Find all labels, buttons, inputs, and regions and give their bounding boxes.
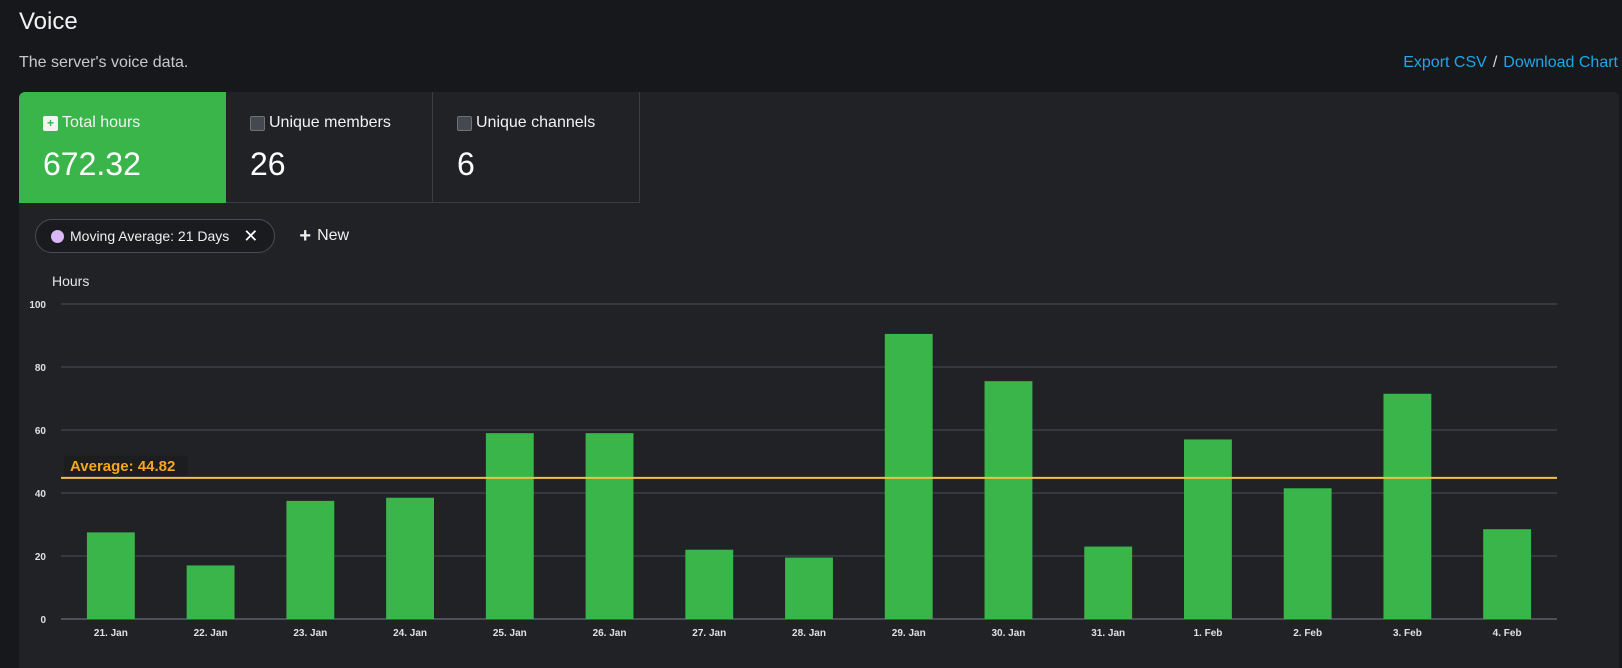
stat-value: 6 xyxy=(457,146,475,182)
bar[interactable] xyxy=(386,497,435,619)
x-tick-label: 4. Feb xyxy=(1493,628,1522,639)
bar[interactable] xyxy=(785,557,833,619)
y-tick-label: 40 xyxy=(35,489,47,500)
x-tick-label: 31. Jan xyxy=(1091,628,1125,639)
bar[interactable] xyxy=(685,549,734,619)
x-tick-label: 26. Jan xyxy=(593,628,627,639)
download-chart-link[interactable]: Download Chart xyxy=(1503,54,1618,71)
close-icon[interactable]: ✕ xyxy=(243,225,259,246)
y-axis-title: Hours xyxy=(52,273,89,289)
bar[interactable] xyxy=(1283,488,1332,619)
new-filter-button[interactable]: + New xyxy=(299,225,349,248)
bar[interactable] xyxy=(1483,529,1532,619)
y-tick-label: 100 xyxy=(29,300,46,311)
y-tick-label: 80 xyxy=(35,363,47,374)
x-tick-label: 23. Jan xyxy=(293,628,327,639)
x-tick-label: 29. Jan xyxy=(892,628,926,639)
checkbox-icon[interactable] xyxy=(457,115,472,131)
stat-label: Unique members xyxy=(269,114,391,131)
page-title: Voice xyxy=(19,8,78,35)
bar[interactable] xyxy=(1383,393,1432,619)
export-csv-link[interactable]: Export CSV xyxy=(1403,54,1487,71)
filter-bar: Moving Average: 21 Days ✕ + New xyxy=(35,219,349,253)
bar-chart: Hours 0 20 40 60 80 100 Average: 44.82 21. Ja… xyxy=(19,268,1619,668)
bar[interactable] xyxy=(286,500,335,619)
x-tick-label: 21. Jan xyxy=(94,628,128,639)
chart-panel: + Total hours 672.32 Unique members 26 U… xyxy=(19,92,1619,668)
bar[interactable] xyxy=(984,381,1033,619)
x-tick-label: 3. Feb xyxy=(1393,628,1422,639)
x-tick-label: 2. Feb xyxy=(1293,628,1322,639)
checkbox-icon[interactable] xyxy=(250,115,265,131)
chart-svg: Hours 0 20 40 60 80 100 Average: 44.82 21. Ja… xyxy=(29,273,1557,639)
moving-average-filter-pill[interactable]: Moving Average: 21 Days ✕ xyxy=(35,219,276,253)
x-tick-label: 30. Jan xyxy=(992,628,1026,639)
stat-tabs: + Total hours 672.32 Unique members 26 U… xyxy=(19,92,640,203)
page-subtitle: The server's voice data. xyxy=(19,54,189,71)
bar[interactable] xyxy=(86,532,135,619)
stat-value: 672.32 xyxy=(43,146,141,182)
stat-total-hours[interactable]: + Total hours 672.32 xyxy=(19,92,226,203)
filter-label: Moving Average: 21 Days xyxy=(70,228,230,244)
plus-icon: + xyxy=(299,224,312,247)
new-filter-label: New xyxy=(317,227,350,244)
header-links: Export CSV / Download Chart xyxy=(1403,54,1618,72)
y-tick-label: 20 xyxy=(35,552,47,563)
x-tick-label: 27. Jan xyxy=(692,628,726,639)
x-tick-label: 22. Jan xyxy=(194,628,228,639)
bar[interactable] xyxy=(884,333,933,619)
stat-unique-members[interactable]: Unique members 26 xyxy=(226,92,433,203)
average-label-background xyxy=(64,455,188,476)
average-label: Average: 44.82 xyxy=(70,458,175,475)
x-tick-label: 1. Feb xyxy=(1193,628,1222,639)
stat-label: Unique channels xyxy=(476,114,596,131)
stat-value: 26 xyxy=(250,146,286,182)
stat-unique-channels[interactable]: Unique channels 6 xyxy=(433,92,640,203)
bar[interactable] xyxy=(1183,439,1232,619)
bar[interactable] xyxy=(585,433,634,619)
x-tick-label: 24. Jan xyxy=(393,628,427,639)
series-color-dot-icon xyxy=(51,229,64,243)
bar[interactable] xyxy=(1084,546,1133,619)
x-tick-label: 28. Jan xyxy=(792,628,826,639)
y-tick-label: 0 xyxy=(40,615,46,626)
bar[interactable] xyxy=(186,565,235,619)
link-separator: / xyxy=(1492,54,1498,71)
x-tick-label: 25. Jan xyxy=(493,628,527,639)
checked-plus-icon[interactable]: + xyxy=(43,115,58,131)
stat-label: Total hours xyxy=(62,114,141,131)
bar[interactable] xyxy=(485,433,534,619)
y-tick-label: 60 xyxy=(35,426,47,437)
